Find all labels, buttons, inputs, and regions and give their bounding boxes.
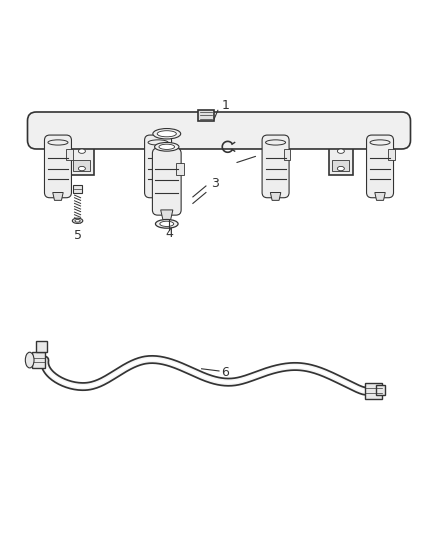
FancyBboxPatch shape [152, 148, 181, 215]
Bar [376, 385, 385, 395]
Bar [332, 160, 350, 171]
Bar [198, 110, 214, 120]
Polygon shape [53, 192, 63, 200]
FancyBboxPatch shape [367, 135, 393, 198]
Bar [284, 149, 290, 160]
FancyBboxPatch shape [145, 135, 172, 198]
Ellipse shape [78, 166, 85, 171]
FancyBboxPatch shape [262, 135, 289, 198]
Bar [74, 160, 90, 171]
Bar [389, 149, 395, 160]
Bar [176, 163, 184, 175]
Ellipse shape [78, 149, 85, 154]
Ellipse shape [25, 352, 34, 368]
Text: 6: 6 [222, 366, 230, 379]
Ellipse shape [159, 144, 175, 149]
FancyBboxPatch shape [28, 112, 410, 149]
Polygon shape [270, 192, 281, 200]
Ellipse shape [337, 166, 344, 171]
Bar [166, 149, 173, 160]
Polygon shape [161, 210, 173, 220]
Ellipse shape [157, 131, 177, 137]
Ellipse shape [155, 220, 178, 228]
FancyBboxPatch shape [45, 135, 71, 198]
Ellipse shape [153, 128, 181, 139]
Ellipse shape [75, 220, 80, 222]
Bar [36, 341, 47, 352]
Text: 5: 5 [74, 229, 81, 241]
Ellipse shape [72, 218, 83, 223]
Polygon shape [153, 192, 163, 200]
Bar [32, 352, 45, 368]
Bar [66, 149, 73, 160]
Bar [329, 144, 353, 175]
Text: 3: 3 [211, 177, 219, 190]
Polygon shape [375, 192, 385, 200]
Text: 1: 1 [222, 99, 230, 112]
Bar [73, 184, 82, 192]
Ellipse shape [155, 142, 179, 151]
Ellipse shape [337, 149, 344, 154]
Text: 4: 4 [165, 228, 173, 240]
Bar [365, 383, 382, 399]
Bar [70, 144, 94, 175]
Text: 2: 2 [265, 148, 273, 161]
Ellipse shape [160, 221, 174, 227]
